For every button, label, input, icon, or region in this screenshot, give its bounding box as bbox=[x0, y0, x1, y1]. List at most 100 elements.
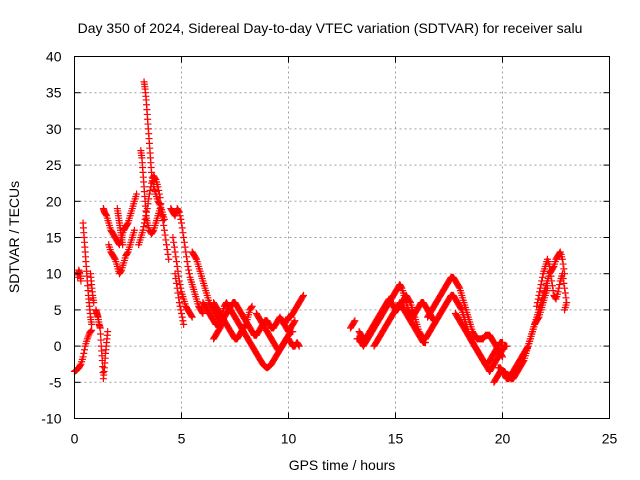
data-point bbox=[538, 273, 546, 281]
series-mid-3 bbox=[171, 270, 188, 328]
data-point bbox=[171, 248, 179, 256]
chart-title: Day 350 of 2024, Sidereal Day-to-day VTE… bbox=[78, 20, 583, 36]
data-point bbox=[173, 258, 181, 266]
data-point bbox=[176, 281, 184, 289]
data-point bbox=[181, 243, 189, 251]
grid-lines bbox=[74, 56, 610, 419]
data-point bbox=[123, 249, 131, 257]
data-point bbox=[154, 183, 162, 191]
data-point bbox=[179, 317, 187, 325]
data-point bbox=[140, 223, 148, 231]
data-point bbox=[174, 289, 182, 297]
data-point bbox=[161, 231, 169, 239]
data-point bbox=[291, 317, 299, 325]
series-mid-8 bbox=[252, 310, 297, 354]
data-point bbox=[175, 208, 183, 216]
data-point bbox=[157, 200, 165, 208]
data-point bbox=[102, 211, 110, 219]
data-point bbox=[558, 270, 566, 278]
data-point bbox=[406, 297, 414, 305]
data-point bbox=[546, 267, 554, 275]
data-point bbox=[247, 303, 255, 311]
data-point bbox=[175, 207, 183, 215]
data-point bbox=[96, 324, 104, 332]
data-point bbox=[503, 342, 511, 350]
x-axis-title: GPS time / hours bbox=[289, 457, 396, 473]
x-tick-label: 20 bbox=[495, 431, 511, 447]
data-point bbox=[79, 353, 87, 361]
data-point bbox=[170, 211, 178, 219]
data-point bbox=[178, 310, 185, 318]
data-point bbox=[162, 236, 170, 244]
data-point bbox=[165, 255, 173, 263]
series-mid-6 bbox=[210, 299, 256, 343]
data-point bbox=[158, 212, 166, 220]
data-point bbox=[163, 246, 171, 254]
data-point bbox=[187, 312, 195, 320]
data-point bbox=[160, 215, 168, 223]
data-point bbox=[172, 275, 180, 283]
data-point bbox=[178, 313, 186, 321]
data-point bbox=[534, 295, 542, 303]
data-point bbox=[289, 328, 297, 336]
data-point bbox=[151, 174, 159, 182]
series-early-8 bbox=[113, 205, 127, 249]
data-points bbox=[71, 78, 571, 386]
data-point bbox=[561, 289, 569, 297]
data-point bbox=[156, 194, 164, 202]
data-point bbox=[77, 277, 85, 285]
series-early-6 bbox=[99, 190, 141, 249]
data-point bbox=[351, 317, 359, 325]
data-point bbox=[180, 238, 188, 246]
data-point bbox=[104, 328, 112, 336]
data-point bbox=[533, 299, 541, 307]
series-peak-1 bbox=[137, 147, 164, 238]
series-mid-9 bbox=[280, 291, 307, 328]
data-point bbox=[90, 299, 98, 307]
data-point bbox=[560, 279, 568, 287]
data-point bbox=[139, 226, 147, 234]
data-point bbox=[146, 186, 154, 194]
data-point bbox=[130, 226, 138, 234]
data-point bbox=[537, 281, 545, 289]
data-point bbox=[87, 327, 95, 335]
x-tick-label: 15 bbox=[388, 431, 404, 447]
data-point bbox=[543, 284, 551, 292]
series-late-1 bbox=[347, 317, 359, 332]
data-point bbox=[175, 299, 183, 307]
data-point bbox=[80, 349, 88, 357]
x-tick-label: 5 bbox=[178, 431, 186, 447]
y-tick-label: 35 bbox=[46, 85, 62, 101]
data-point bbox=[183, 258, 191, 266]
data-point bbox=[536, 284, 544, 292]
data-point bbox=[145, 190, 153, 198]
data-point bbox=[299, 293, 307, 301]
data-point bbox=[76, 361, 84, 369]
y-axis-title: SDTVAR / TECUs bbox=[6, 181, 22, 293]
data-point bbox=[546, 262, 554, 270]
data-point bbox=[147, 183, 155, 191]
data-point bbox=[148, 168, 156, 176]
data-point bbox=[188, 313, 196, 321]
series-late-6 bbox=[430, 291, 506, 368]
y-tick-label: 5 bbox=[54, 302, 62, 318]
y-tick-label: 10 bbox=[46, 266, 62, 282]
data-point bbox=[421, 338, 429, 346]
data-point bbox=[176, 302, 184, 310]
x-tick-label: 10 bbox=[281, 431, 297, 447]
data-point bbox=[169, 234, 177, 241]
data-point bbox=[141, 215, 149, 223]
data-point bbox=[533, 302, 541, 310]
data-point bbox=[561, 284, 569, 292]
data-point bbox=[538, 277, 546, 285]
data-point bbox=[185, 270, 193, 278]
series-late-7 bbox=[451, 310, 511, 375]
data-point bbox=[554, 288, 562, 296]
axis-ticks: 0 5 10 15 20 25 -10 -5 0 5 10 15 20 25 30 35 40 bbox=[41, 49, 617, 447]
data-point bbox=[133, 190, 141, 198]
data-point bbox=[299, 291, 307, 299]
data-point bbox=[547, 272, 555, 280]
data-point bbox=[123, 220, 131, 228]
data-point bbox=[80, 346, 88, 354]
